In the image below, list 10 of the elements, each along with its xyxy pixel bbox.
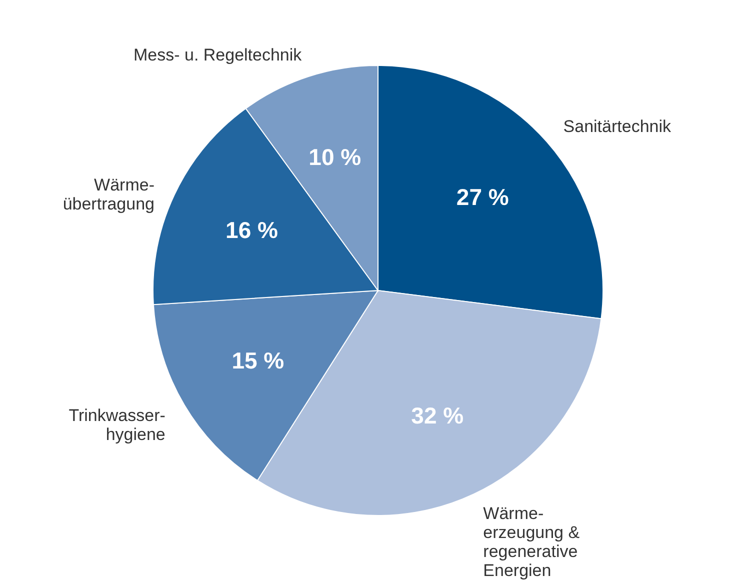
slice-label: Trinkwasser- hygiene xyxy=(68,406,166,444)
slice-label: Wärme- erzeugung & regenerative Energien xyxy=(483,504,580,580)
data-label: 32 % xyxy=(411,402,464,429)
data-label: 15 % xyxy=(232,348,284,374)
data-label: 16 % xyxy=(226,217,278,244)
data-label: 10 % xyxy=(308,144,362,170)
slice-label: Sanitärtechnik xyxy=(563,117,672,136)
slice-label: Mess- u. Regeltechnik xyxy=(133,46,302,65)
data-label: 27 % xyxy=(456,184,509,210)
slice-label: Wärme- übertragung xyxy=(62,175,155,214)
